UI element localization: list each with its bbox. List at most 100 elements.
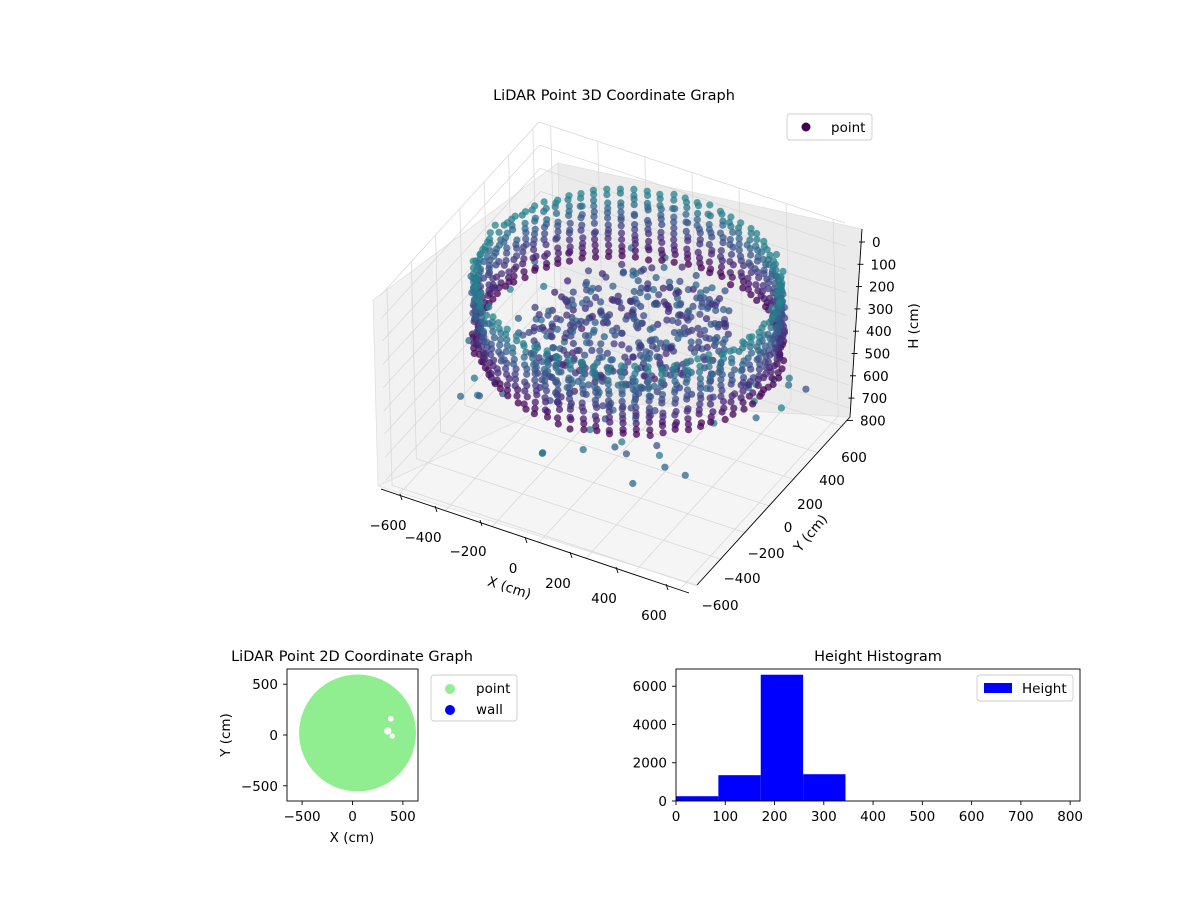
data-point-3d	[531, 398, 539, 406]
data-point-3d	[511, 370, 519, 378]
data-point-3d	[581, 351, 589, 359]
data-point-3d	[525, 328, 533, 337]
data-point-3d	[653, 442, 661, 450]
data-point-3d	[475, 392, 484, 400]
data-point-3d	[604, 376, 612, 384]
data-point-3d	[672, 395, 680, 403]
data-point-3d	[689, 302, 697, 310]
data-point-3d	[676, 277, 684, 285]
data-point-3d	[684, 260, 693, 268]
data-point-3d	[500, 356, 508, 364]
data-point-3d	[618, 373, 626, 381]
data-point-3d	[669, 204, 677, 213]
y-tick-label-histogram: 2000	[633, 756, 667, 772]
data-point-3d	[739, 284, 747, 292]
data-point-3d	[670, 213, 678, 221]
z-tick-label-3d: 200	[869, 280, 895, 296]
data-point-3d	[552, 353, 561, 361]
data-point-3d	[624, 358, 632, 366]
data-point-3d	[588, 312, 597, 320]
data-point-3d	[643, 199, 652, 207]
data-point-3d	[583, 286, 591, 294]
data-point-3d	[531, 225, 539, 233]
data-point-3d	[645, 404, 654, 412]
data-point-3d	[706, 201, 714, 209]
data-point-3d	[735, 229, 743, 237]
data-point-3d	[565, 257, 574, 265]
data-point-3d	[495, 325, 503, 333]
data-point-3d	[605, 248, 613, 256]
data-point-3d	[610, 340, 618, 348]
y-tick-label-2d: −500	[241, 779, 278, 795]
y-axis-line	[696, 416, 851, 586]
data-point-3d	[755, 354, 763, 363]
data-point-3d	[658, 391, 667, 399]
data-point-3d	[639, 265, 648, 274]
data-point-3d	[522, 240, 531, 248]
data-point-3d	[779, 267, 787, 275]
data-point-3d	[774, 369, 782, 377]
data-point-3d	[554, 386, 562, 394]
data-point-3d	[630, 185, 638, 193]
data-point-3d	[699, 353, 708, 361]
data-point-3d	[775, 299, 783, 307]
legend-2d-point-marker	[445, 684, 455, 694]
data-point-3d	[586, 300, 594, 308]
data-point-3d	[591, 235, 599, 243]
data-point-3d	[721, 287, 729, 295]
data-point-3d	[622, 450, 631, 458]
data-point-3d	[585, 381, 593, 389]
data-point-3d	[695, 338, 703, 346]
data-point-3d	[650, 382, 659, 390]
z-tick-label-3d: 600	[863, 369, 889, 385]
data-point-3d	[749, 400, 757, 408]
data-point-3d	[721, 323, 730, 331]
data-point-3d	[643, 285, 651, 293]
data-point-3d	[476, 251, 484, 259]
y-tick-label-3d: 200	[797, 497, 823, 513]
data-point-3d	[712, 306, 720, 314]
data-point-3d	[487, 340, 495, 348]
data-point-3d	[540, 198, 548, 206]
data-point-3d	[652, 274, 660, 282]
data-point-3d	[649, 324, 657, 332]
data-point-3d	[670, 196, 678, 204]
data-point-3d	[743, 241, 751, 249]
x-tick-mark-3d	[434, 505, 438, 513]
data-point-3d	[569, 288, 577, 296]
data-point-3d	[695, 368, 704, 376]
data-point-3d	[467, 272, 475, 280]
data-point-3d	[513, 252, 521, 260]
data-point-3d	[645, 237, 653, 245]
data-point-3d	[514, 314, 523, 322]
data-point-3d	[729, 410, 737, 418]
data-point-3d	[509, 360, 518, 368]
data-point-3d	[541, 406, 550, 414]
data-point-3d	[494, 319, 502, 327]
data-point-3d	[739, 344, 747, 352]
data-point-3d	[473, 275, 481, 283]
data-point-3d	[753, 296, 761, 304]
data-point-3d	[717, 269, 725, 277]
x-tick-label-histogram: 200	[762, 809, 788, 825]
x-tick-label-histogram: 0	[672, 809, 681, 825]
data-point-3d	[649, 342, 657, 350]
grid-line-x	[397, 125, 557, 497]
data-point-3d	[592, 422, 600, 430]
data-point-3d	[644, 293, 652, 301]
x-tick-label-3d: −200	[449, 544, 486, 560]
data-point-3d	[520, 400, 528, 408]
data-point-3d	[738, 366, 746, 374]
data-point-3d	[626, 297, 635, 305]
data-point-3d	[484, 271, 493, 279]
data-point-3d	[727, 281, 735, 289]
data-point-3d	[503, 370, 511, 378]
data-point-3d	[657, 228, 665, 236]
data-point-3d	[747, 349, 756, 357]
data-point-3d	[752, 281, 760, 289]
data-point-3d	[644, 243, 652, 251]
data-point-3d	[645, 392, 653, 400]
data-point-3d	[558, 361, 567, 369]
data-point-3d	[737, 269, 745, 277]
